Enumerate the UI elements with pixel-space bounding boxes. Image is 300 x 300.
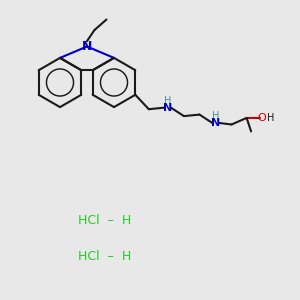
Text: N: N [212, 118, 220, 128]
Text: N: N [163, 103, 172, 113]
Text: HCl  –  H: HCl – H [78, 250, 132, 263]
Text: O: O [258, 113, 267, 123]
Text: H: H [212, 111, 220, 122]
Text: N: N [82, 40, 92, 53]
Text: HCl  –  H: HCl – H [78, 214, 132, 227]
Text: H: H [267, 113, 274, 123]
Text: H: H [164, 96, 171, 106]
